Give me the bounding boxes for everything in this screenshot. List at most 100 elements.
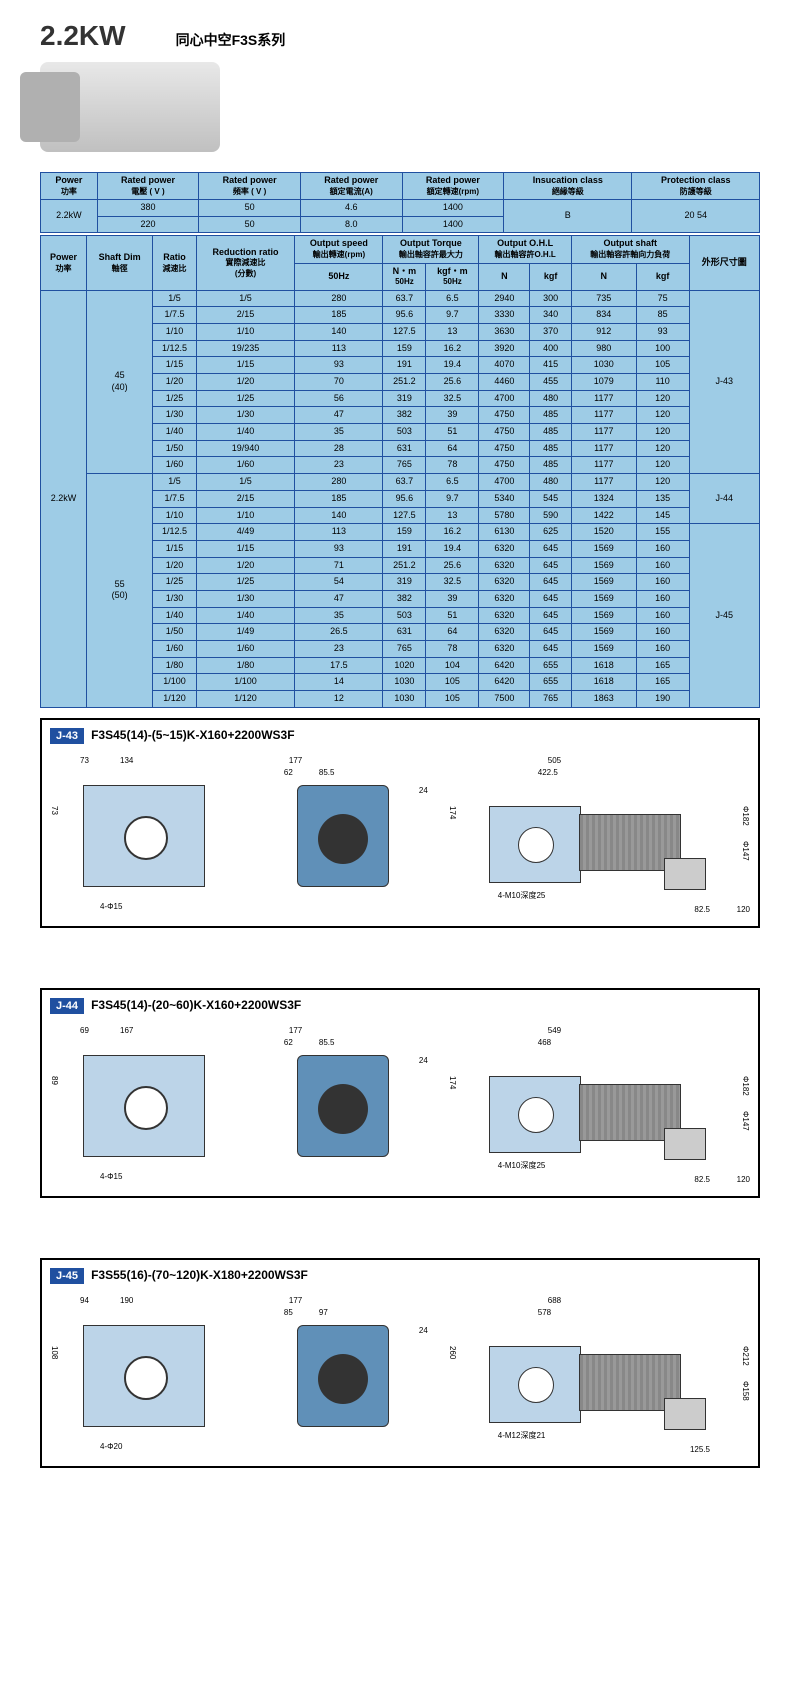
table-cell: 1/40 [196,607,295,624]
table-cell: 1/40 [153,424,196,441]
spec-table: Power功率 Shaft Dim軸徑 Ratio減速比 Reduction r… [40,235,760,707]
table-cell: 64 [426,624,479,641]
table-cell: 17.5 [295,657,383,674]
table-cell: 190 [636,691,689,708]
table-cell: 280 [295,290,383,307]
side-view: 177 62 85.5 24 [249,756,438,916]
table-cell: 1618 [571,674,636,691]
table-cell: 113 [295,524,383,541]
table-cell: 191 [383,357,426,374]
table-cell: 64 [426,440,479,457]
table-cell: 1569 [571,590,636,607]
table-cell: 1863 [571,691,636,708]
table-cell: 105 [426,691,479,708]
table-cell: 1569 [571,574,636,591]
table-cell: 1569 [571,641,636,658]
table-cell: 765 [530,691,572,708]
table-cell: 319 [383,574,426,591]
table-cell: 3330 [479,307,530,324]
diagram-label: J-45 [50,1268,84,1284]
table-cell: 13 [426,507,479,524]
table-cell: 1/50 [153,624,196,641]
shaft-cell: 45 (40) [87,290,153,474]
table-cell: 160 [636,624,689,641]
shaft-cell: 55 (50) [87,474,153,708]
table-cell: 6320 [479,641,530,658]
table-cell: 120 [636,474,689,491]
page-header: 2.2KW 同心中空F3S系列 [40,20,760,52]
table-cell: 165 [636,657,689,674]
table-cell: 6420 [479,657,530,674]
table-cell: 1/12.5 [153,340,196,357]
table-cell: 100 [636,340,689,357]
table-cell: 1/25 [153,390,196,407]
table-cell: 32.5 [426,574,479,591]
table-cell: 5340 [479,490,530,507]
table-cell: 834 [571,307,636,324]
table-cell: 1/80 [153,657,196,674]
table-cell: 4750 [479,424,530,441]
table-cell: 319 [383,390,426,407]
table-cell: 140 [295,507,383,524]
table-cell: 735 [571,290,636,307]
table-cell: 765 [383,641,426,658]
table-cell: 655 [530,657,572,674]
table-cell: 2/15 [196,490,295,507]
diagram-title: F3S55(16)-(70~120)K-X180+2200WS3F [91,1268,308,1282]
table-cell: 485 [530,424,572,441]
table-cell: 1/10 [196,323,295,340]
table-cell: 160 [636,590,689,607]
table-cell: 545 [530,490,572,507]
table-cell: 9.7 [426,307,479,324]
table-cell: 6320 [479,624,530,641]
table-cell: 1/15 [153,357,196,374]
table-cell: 1/7.5 [153,307,196,324]
table-cell: 480 [530,390,572,407]
table-cell: 75 [636,290,689,307]
table-cell: 645 [530,607,572,624]
table-cell: 159 [383,340,426,357]
table-cell: 78 [426,457,479,474]
table-cell: 32.5 [426,390,479,407]
table-cell: 912 [571,323,636,340]
table-cell: 127.5 [383,507,426,524]
diagram-label: J-44 [50,998,84,1014]
table-cell: 1/5 [196,474,295,491]
table-cell: 4750 [479,457,530,474]
table-cell: 135 [636,490,689,507]
table-cell: 1177 [571,457,636,474]
table-cell: 645 [530,624,572,641]
table-cell: 251.2 [383,374,426,391]
diagram-j-44: J-44 F3S45(14)-(20~60)K-X160+2200WS3F 69… [40,988,760,1198]
table-cell: 400 [530,340,572,357]
table-cell: 6320 [479,574,530,591]
assembly-view: 688 578 260 Φ212 Φ158 4-M12深度21 125.5 [448,1296,750,1456]
table-cell: 6320 [479,540,530,557]
series-title: 同心中空F3S系列 [176,30,286,50]
table-cell: 71 [295,557,383,574]
table-cell: 2940 [479,290,530,307]
table-cell: 1/60 [196,457,295,474]
table-cell: 26.5 [295,624,383,641]
table-cell: 1569 [571,607,636,624]
front-view: 94 190 4-Φ20 108 [50,1296,239,1456]
table-cell: 95.6 [383,490,426,507]
table-cell: 382 [383,407,426,424]
table-cell: 1177 [571,390,636,407]
table-cell: 1/120 [196,691,295,708]
table-cell: 39 [426,407,479,424]
table-cell: 631 [383,624,426,641]
table-cell: 1/10 [153,323,196,340]
table-cell: 1030 [383,691,426,708]
table-cell: 300 [530,290,572,307]
table-cell: 1/49 [196,624,295,641]
front-view: 73 134 4-Φ15 73 [50,756,239,916]
table-cell: 93 [295,540,383,557]
table-cell: 655 [530,674,572,691]
table-cell: 1422 [571,507,636,524]
table-cell: 1/10 [153,507,196,524]
power-title: 2.2KW [40,20,126,52]
table-cell: 1/20 [153,557,196,574]
table-cell: 1/10 [196,507,295,524]
table-cell: 23 [295,457,383,474]
